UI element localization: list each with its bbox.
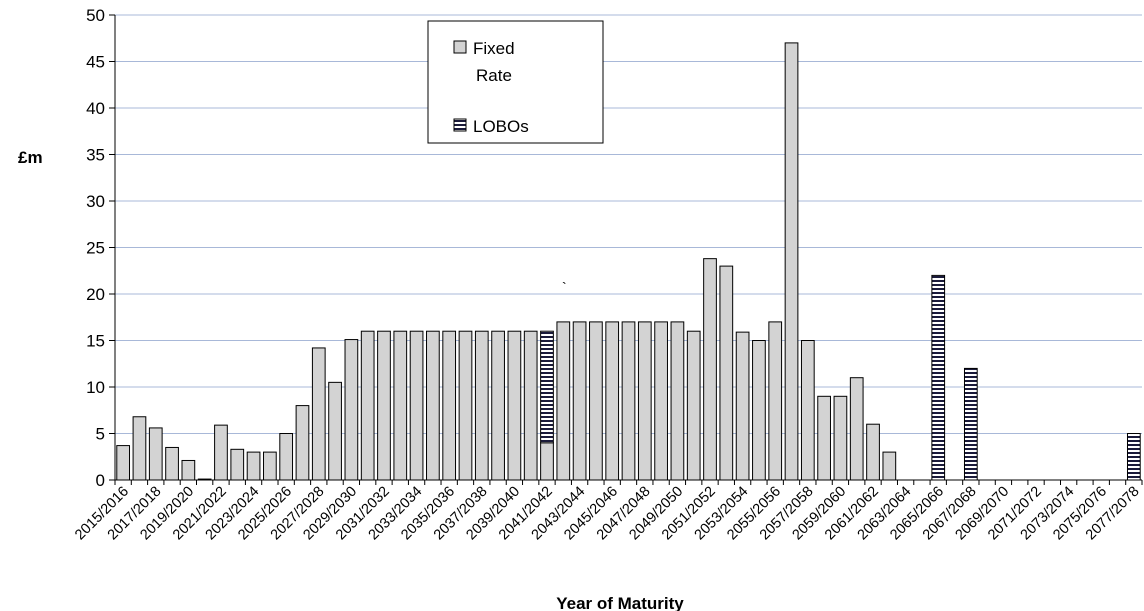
- bar-fixed-rate-2060-2061: [849, 377, 864, 481]
- y-tick-label: 50: [86, 6, 105, 25]
- y-tick-label: 35: [86, 146, 105, 165]
- x-axis-title: Year of Maturity: [556, 594, 684, 611]
- bar-fixed-rate-2033-2034: [409, 330, 424, 481]
- bar-fixed-rate-2030-2031: [360, 330, 375, 481]
- bar-lobos-2065-2066: [931, 274, 946, 481]
- legend: Fixed Rate LOBOs: [427, 20, 604, 144]
- bar-fixed-rate-2053-2054: [735, 331, 750, 481]
- legend-label-fixed-line2: Rate: [476, 66, 512, 85]
- bar-fixed-rate-2019-2020: [181, 459, 196, 481]
- bar-fixed-rate-2018-2019: [165, 446, 179, 481]
- y-tick-label: 5: [96, 425, 105, 444]
- legend-swatch-fixed-rate: [453, 40, 467, 54]
- bar-fixed-rate-2045-2046: [605, 321, 620, 481]
- bar-fixed-rate-2049-2050: [670, 321, 685, 481]
- bar-fixed-rate-2025-2026: [279, 433, 294, 481]
- bar-fixed-rate-2038-2039: [491, 330, 505, 481]
- bar-fixed-rate-2046-2047: [621, 321, 636, 481]
- bar-fixed-rate-2042-2043: [556, 321, 571, 481]
- bar-fixed-rate-2029-2030: [344, 339, 359, 481]
- bar-fixed-rate-2048-2049: [654, 321, 668, 481]
- bar-fixed-rate-2040-2041: [523, 330, 538, 481]
- bar-fixed-rate-2035-2036: [442, 330, 457, 481]
- y-tick-label: 0: [96, 471, 105, 490]
- bar-fixed-rate-2032-2033: [393, 330, 408, 481]
- bar-fixed-rate-2021-2022: [214, 424, 228, 481]
- bar-fixed-rate-2026-2027: [295, 405, 310, 481]
- bar-fixed-rate-2055-2056: [768, 321, 783, 481]
- bar-fixed-rate-2056-2057: [784, 42, 799, 481]
- legend-swatch-lobos: [453, 118, 467, 132]
- bar-fixed-rate-2022-2023: [230, 448, 245, 481]
- bar-fixed-rate-2044-2045: [589, 321, 603, 481]
- bar-fixed-rate-2057-2058: [800, 340, 815, 481]
- bars: [116, 42, 1141, 481]
- bar-fixed-rate-2052-2053: [719, 265, 734, 481]
- bar-fixed-rate-2031-2032: [377, 330, 391, 481]
- bar-fixed-rate-2028-2029: [328, 381, 342, 481]
- y-tick-label: 10: [86, 378, 105, 397]
- bar-fixed-rate-2043-2044: [572, 321, 587, 481]
- y-tick-label: 40: [86, 99, 105, 118]
- bar-fixed-rate-2041-2042: [540, 442, 554, 481]
- x-axis-ticks: 2015/20162017/20182019/20202021/20222023…: [72, 480, 1143, 543]
- bar-fixed-rate-2059-2060: [833, 395, 848, 481]
- bar-fixed-rate-2034-2035: [426, 330, 440, 481]
- bar-fixed-rate-2051-2052: [703, 258, 717, 481]
- y-tick-label: 45: [86, 53, 105, 72]
- bar-lobos-2077-2078: [1126, 433, 1141, 481]
- bar-fixed-rate-2017-2018: [148, 427, 163, 481]
- bar-fixed-rate-2016-2017: [132, 416, 147, 481]
- stray-mark-annotation: `: [562, 279, 567, 295]
- y-axis-title: £m: [18, 148, 43, 167]
- legend-label-fixed-line1: Fixed: [473, 39, 515, 58]
- bar-fixed-rate-2024-2025: [263, 451, 277, 481]
- bar-fixed-rate-2037-2038: [474, 330, 489, 481]
- axes: [114, 15, 1142, 481]
- gridlines: [115, 14, 1142, 434]
- y-tick-label: 25: [86, 239, 105, 258]
- bar-fixed-rate-2039-2040: [507, 330, 522, 481]
- bar-fixed-rate-2027-2028: [311, 347, 326, 481]
- bar-fixed-rate-2023-2024: [246, 451, 261, 481]
- y-tick-label: 20: [86, 285, 105, 304]
- bar-lobos-2041-2042: [540, 330, 554, 444]
- bar-lobos-2067-2068: [963, 367, 978, 481]
- bar-fixed-rate-2047-2048: [637, 321, 652, 481]
- bar-fixed-rate-2061-2062: [866, 423, 880, 481]
- bar-fixed-rate-2050-2051: [686, 330, 701, 481]
- bar-fixed-rate-2054-2055: [752, 340, 766, 481]
- bar-fixed-rate-2015-2016: [116, 445, 131, 481]
- y-tick-label: 15: [86, 332, 105, 351]
- bar-fixed-rate-2058-2059: [817, 395, 831, 481]
- legend-label-lobos: LOBOs: [473, 117, 529, 136]
- y-axis-ticks: 0 5 10 15 20 25 30 35 40 45 50: [86, 6, 115, 490]
- y-tick-label: 30: [86, 192, 105, 211]
- bar-fixed-rate-2062-2063: [882, 451, 897, 481]
- bar-fixed-rate-2036-2037: [458, 330, 473, 481]
